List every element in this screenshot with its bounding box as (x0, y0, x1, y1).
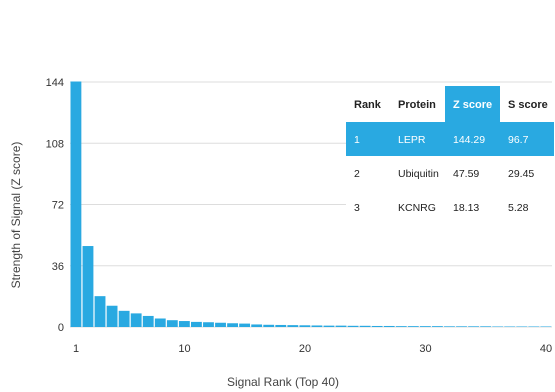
bar-rank-2 (82, 246, 94, 327)
y-tick-label-3: 108 (46, 138, 64, 150)
bar-rank-14 (227, 323, 238, 327)
bar-rank-25 (359, 325, 371, 327)
bar-rank-20 (299, 325, 311, 327)
bar-rank-18 (275, 324, 287, 327)
bar-rank-13 (215, 322, 226, 327)
bar-rank-36 (492, 326, 504, 327)
bar-rank-26 (371, 325, 383, 327)
table-cell-r2-c2: 47.59 (453, 168, 479, 180)
table-cell-r1-c3: 96.7 (508, 134, 529, 146)
x-tick-label-0: 1 (73, 343, 79, 355)
bar-rank-22 (323, 325, 335, 327)
table-cell-r2-c3: 29.45 (508, 168, 534, 180)
y-tick-labels: 0 36 72 108 144 (46, 77, 64, 334)
y-tick-label-2: 72 (52, 200, 64, 212)
bar-rank-38 (516, 326, 528, 327)
row-1-highlight (346, 122, 554, 156)
table-cell-r1-c1: LEPR (398, 134, 426, 146)
bar-rank-40 (540, 326, 552, 327)
bar-rank-35 (480, 326, 492, 327)
bar-rank-12 (203, 322, 214, 327)
x-tick-label-4: 40 (540, 343, 552, 355)
x-tick-label-1: 10 (178, 343, 190, 355)
bar-rank-10 (178, 321, 190, 327)
bar-rank-39 (528, 326, 540, 327)
table-cell-r1-c0: 1 (354, 134, 360, 146)
table-cell-r3-c0: 3 (354, 202, 360, 214)
x-axis-label: Signal Rank (Top 40) (227, 375, 339, 389)
table-cell-r1-c2: 144.29 (453, 134, 485, 146)
table-header-3: S score (508, 99, 548, 111)
table-cell-r3-c1: KCNRG (398, 202, 436, 214)
y-axis-label: Strength of Signal (Z score) (9, 142, 23, 289)
bar-rank-27 (383, 325, 395, 327)
z-score-header-highlight (445, 86, 500, 122)
table-header-0: Rank (354, 99, 382, 111)
bar-rank-19 (287, 325, 299, 327)
bar-rank-33 (456, 326, 467, 327)
bar-rank-15 (239, 323, 251, 327)
bar-rank-17 (263, 324, 275, 327)
bar-rank-1 (70, 81, 82, 328)
table-header-1: Protein (398, 99, 436, 111)
bar-rank-9 (166, 320, 178, 327)
bar-rank-5 (118, 310, 130, 327)
bar-rank-3 (94, 296, 106, 327)
bar-rank-37 (504, 326, 516, 327)
x-tick-labels: 1 10 20 30 40 (73, 343, 552, 355)
bar-rank-34 (468, 326, 479, 327)
bar-rank-24 (347, 325, 359, 327)
bar-rank-30 (419, 326, 431, 327)
bar-rank-31 (432, 326, 443, 327)
x-tick-label-3: 30 (419, 343, 431, 355)
table-header-2: Z score (453, 99, 492, 111)
bar-rank-11 (191, 321, 202, 327)
table-cell-r3-c3: 5.28 (508, 202, 529, 214)
table-cell-r2-c1: Ubiquitin (398, 168, 439, 180)
x-tick-label-2: 20 (299, 343, 311, 355)
bar-rank-21 (311, 325, 323, 327)
bar-rank-16 (251, 324, 263, 327)
bar-rank-6 (130, 313, 142, 327)
bar-rank-7 (142, 315, 154, 327)
bar-rank-4 (106, 305, 118, 327)
bar-rank-29 (407, 326, 419, 327)
data-table: Rank Protein Z score S score 1 LEPR 144.29 96.7… (346, 86, 554, 224)
bar-rank-28 (395, 326, 407, 327)
bar-rank-23 (335, 325, 347, 327)
bar-rank-32 (444, 326, 455, 327)
y-tick-label-1: 36 (52, 261, 64, 273)
table-cell-r3-c2: 18.13 (453, 202, 479, 214)
bars-layer (70, 81, 552, 328)
y-tick-label-4: 144 (46, 77, 64, 89)
bar-rank-8 (154, 318, 166, 327)
table-cell-r2-c0: 2 (354, 168, 360, 180)
y-tick-label-0: 0 (58, 322, 64, 334)
